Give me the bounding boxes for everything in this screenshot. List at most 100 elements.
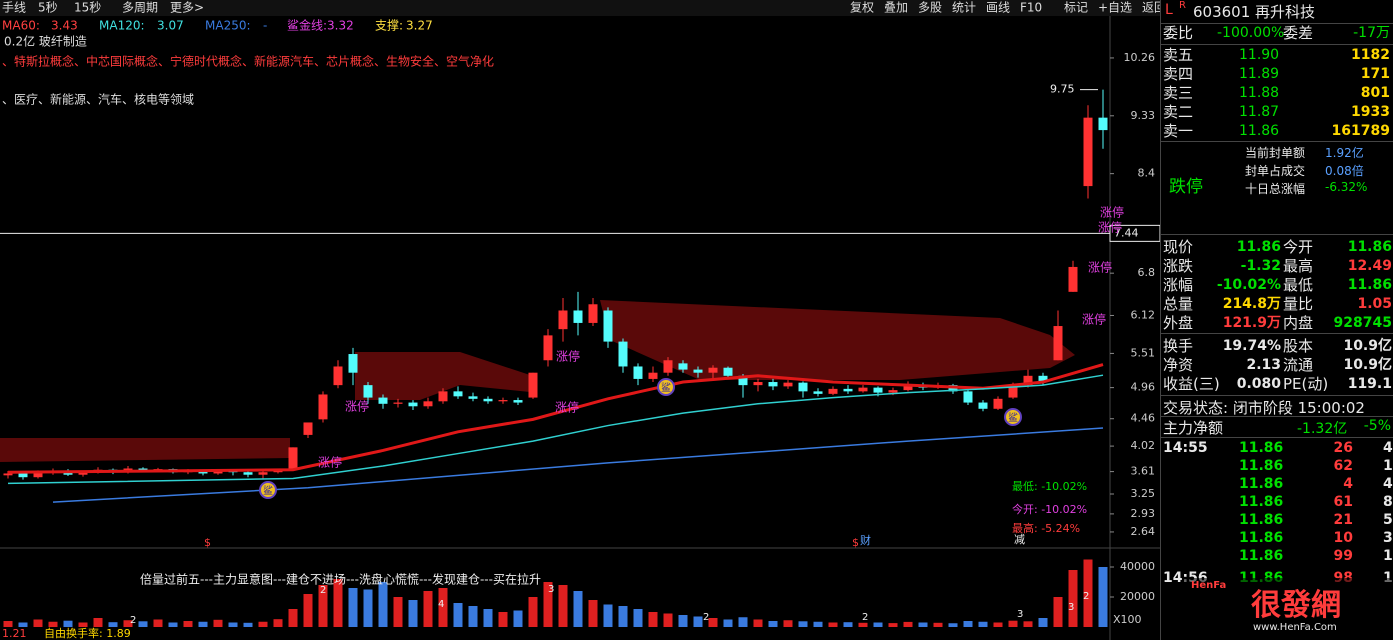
- trade-row: 11.86 4 4: [1161, 475, 1393, 494]
- price: 11.87: [1239, 104, 1280, 120]
- summary-row: 委比 -100.00% 委差 -17万: [1161, 24, 1393, 43]
- toolbar-item[interactable]: 标记: [1064, 1, 1088, 15]
- volume-bar: [888, 623, 898, 627]
- limit-label: 跌停: [1169, 177, 1203, 197]
- volume-bar: [3, 621, 13, 627]
- watermark: HenFa 很發網 www.HenFa.Com: [1183, 578, 1393, 638]
- shark-label: 鲨: [1008, 412, 1018, 424]
- label: 收益(三): [1163, 375, 1220, 393]
- value: 12.49: [1347, 258, 1392, 274]
- limit-up-label: 涨停: [318, 455, 342, 470]
- value: 11.86: [1236, 239, 1281, 255]
- volume: 61: [1333, 494, 1353, 510]
- candle-body: [783, 382, 793, 387]
- value: 928745: [1333, 315, 1392, 331]
- candle-body: [318, 394, 328, 420]
- candle-body: [378, 397, 388, 404]
- divider: [1161, 44, 1393, 45]
- indicator-name: 鲨金线:: [287, 18, 327, 33]
- toolbar-item: 5秒: [38, 1, 58, 15]
- candle-body: [603, 310, 613, 342]
- price: 11.86: [1239, 123, 1280, 139]
- volume-bar: [783, 620, 793, 627]
- toolbar-item[interactable]: F10: [1020, 1, 1042, 15]
- indicator-value: -: [263, 19, 267, 33]
- label: 卖二: [1163, 103, 1194, 121]
- candle-body: [408, 402, 418, 407]
- volume-bar: [1038, 618, 1048, 627]
- candle-body: [33, 472, 43, 478]
- volume-bar: [153, 619, 163, 627]
- volume-bar: [33, 619, 43, 627]
- candle-body: [738, 375, 748, 386]
- ma-line: [7, 363, 1104, 474]
- y-tick-label: 8.4: [1138, 167, 1156, 180]
- volume-count: 2: [320, 585, 326, 596]
- indicator-value: 3.32: [327, 19, 354, 33]
- toolbar-item[interactable]: +自选: [1098, 1, 1132, 15]
- price: 11.86: [1239, 440, 1284, 456]
- volume: 171: [1360, 66, 1390, 82]
- label: 内盘: [1283, 314, 1314, 332]
- high-marker: 9.75: [1050, 83, 1075, 96]
- limit-up-label: 涨停: [1100, 205, 1124, 220]
- divider: [1161, 333, 1393, 334]
- candle-body: [303, 422, 313, 435]
- value: 0.080: [1236, 376, 1281, 392]
- candle-body: [888, 390, 898, 393]
- toolbar-item[interactable]: 统计: [952, 1, 976, 15]
- volume-bar: [1053, 597, 1063, 627]
- trade-row: 11.86 61 8: [1161, 493, 1393, 512]
- label: PE(动): [1283, 375, 1329, 393]
- order-row: 卖四 11.89 171: [1161, 65, 1393, 84]
- quote-row: 现价 11.86 今开 11.86: [1161, 238, 1393, 257]
- volume-bar: [303, 594, 313, 627]
- toolbar-item[interactable]: 返回: [1142, 1, 1160, 15]
- volume-bar: [78, 622, 88, 627]
- toolbar-item[interactable]: 复权: [850, 1, 874, 15]
- candle-body: [363, 385, 373, 398]
- toolbar-item[interactable]: 画线: [986, 1, 1010, 15]
- volume-bar: [453, 603, 463, 627]
- volume: 1933: [1351, 104, 1390, 120]
- toolbar-item[interactable]: 叠加: [884, 1, 908, 15]
- toolbar-item: 手线: [2, 1, 26, 15]
- candle-body: [903, 385, 913, 391]
- toolbar-item: 多周期: [122, 1, 158, 15]
- volume-count: 3: [1068, 602, 1074, 613]
- candle-body: [843, 388, 853, 392]
- indicator-value: 3.27: [406, 19, 433, 33]
- volume-bar: [1023, 621, 1033, 627]
- label: 净资: [1163, 356, 1194, 374]
- volume-bar: [198, 621, 208, 627]
- candle-body: [1023, 375, 1033, 386]
- volume-bar: [753, 619, 763, 627]
- volume-bar: [543, 582, 553, 627]
- price: 11.86: [1239, 494, 1284, 510]
- price: 11.90: [1239, 47, 1280, 63]
- price: 11.86: [1239, 476, 1284, 492]
- value: 10.9亿: [1343, 338, 1392, 354]
- watermark-title: 很發網: [1251, 588, 1341, 623]
- count: 4: [1383, 476, 1393, 492]
- shark-icon: [1004, 408, 1022, 426]
- volume-bar: [1068, 570, 1078, 627]
- quote-row: 涨跌 -1.32 最高 12.49: [1161, 257, 1393, 276]
- candle-body: [963, 391, 973, 403]
- label: 卖四: [1163, 65, 1194, 83]
- value: 11.86: [1347, 239, 1392, 255]
- divider: [1161, 416, 1393, 417]
- time: 14:55: [1163, 440, 1208, 456]
- toolbar-item[interactable]: 多股: [918, 1, 942, 15]
- stat-label: 今开: -10.02%: [1012, 502, 1087, 516]
- label: 股本: [1283, 337, 1314, 355]
- volume-bar: [483, 609, 493, 627]
- candle-body: [573, 310, 583, 323]
- candle-body: [723, 367, 733, 376]
- volume-bar: [573, 591, 583, 627]
- volume-bar: [63, 620, 73, 627]
- count: 12: [1383, 458, 1393, 474]
- candle-body: [873, 387, 883, 393]
- volume: 10: [1333, 530, 1353, 546]
